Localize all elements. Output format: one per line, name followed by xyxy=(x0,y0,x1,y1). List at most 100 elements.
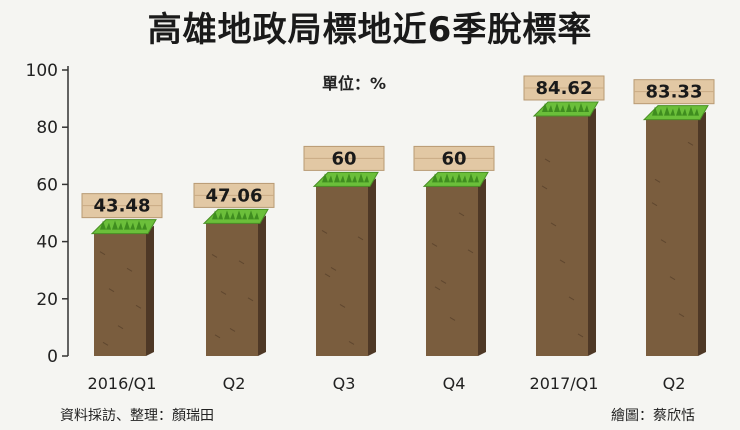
category-label: Q3 xyxy=(333,374,356,393)
y-tick-label: 40 xyxy=(36,233,58,253)
bar-texture xyxy=(550,222,557,227)
value-label: 43.48 xyxy=(94,196,151,217)
category-label: Q2 xyxy=(663,374,686,393)
grass-tuft xyxy=(224,210,235,220)
grass-tuft xyxy=(236,210,247,220)
bar-texture xyxy=(229,327,236,332)
grass-tuft xyxy=(346,173,357,183)
bar-texture xyxy=(440,279,447,284)
bar-texture xyxy=(467,249,474,254)
value-label: 84.62 xyxy=(536,78,593,99)
bar-grass-top xyxy=(422,171,489,187)
y-tick-label: 100 xyxy=(26,61,58,81)
bar-texture xyxy=(99,251,106,256)
bar-grass-top xyxy=(312,171,379,187)
bar-texture xyxy=(117,325,124,330)
bar xyxy=(646,117,698,356)
category-label: 2016/Q1 xyxy=(88,374,157,393)
grass-tuft xyxy=(432,173,443,183)
grass-tuft xyxy=(112,220,123,230)
bar-texture xyxy=(324,273,331,278)
grass-tuft xyxy=(358,173,369,183)
grass-tuft xyxy=(136,220,147,230)
bar-texture xyxy=(214,334,221,339)
grass-tuft xyxy=(456,173,467,183)
bar-side xyxy=(258,215,266,356)
category-label: Q4 xyxy=(443,374,466,393)
y-tick-label: 20 xyxy=(36,290,58,310)
bar-texture xyxy=(654,178,661,183)
grass-tuft xyxy=(100,220,111,230)
grass-tuft xyxy=(676,106,687,116)
bar xyxy=(536,113,588,356)
bar-texture xyxy=(458,212,465,217)
grass-tuft xyxy=(444,173,455,183)
bar-side xyxy=(588,107,596,356)
bar-texture xyxy=(541,185,548,190)
bar-texture xyxy=(357,236,364,241)
y-tick-label: 60 xyxy=(36,175,58,195)
value-label: 60 xyxy=(441,148,466,169)
bar-texture xyxy=(577,333,584,338)
bar xyxy=(316,184,368,356)
bar-texture xyxy=(247,297,254,302)
bar-texture xyxy=(544,158,551,163)
bar-texture xyxy=(348,340,355,345)
bar-texture xyxy=(339,303,346,308)
grass-tuft xyxy=(554,102,565,112)
grass-tuft xyxy=(334,173,345,183)
bar-grass-top xyxy=(642,105,709,121)
bar xyxy=(206,221,258,356)
grass-tuft xyxy=(322,173,333,183)
value-label: 83.33 xyxy=(646,82,703,103)
y-tick-label: 80 xyxy=(36,118,58,138)
bar-texture xyxy=(434,286,441,291)
grass-tuft xyxy=(248,210,259,220)
bar-grass-top xyxy=(90,219,157,235)
category-label: Q2 xyxy=(223,374,246,393)
bar-texture xyxy=(669,276,676,281)
bar-texture xyxy=(126,267,133,272)
bar-grass-top xyxy=(532,101,599,117)
bar-side xyxy=(698,111,706,356)
bar-grass-top xyxy=(202,208,269,224)
bar-texture xyxy=(660,239,667,244)
bar-texture xyxy=(449,316,456,321)
bar xyxy=(426,184,478,356)
bar-side xyxy=(146,225,154,356)
grass-tuft xyxy=(578,102,589,112)
grass-tuft xyxy=(468,173,479,183)
bar-side xyxy=(368,178,376,356)
bar-texture xyxy=(321,229,328,234)
bar-texture xyxy=(102,341,109,346)
grass-tuft xyxy=(212,210,223,220)
grass-tuft xyxy=(124,220,135,230)
unit-label: 單位：% xyxy=(322,74,387,93)
bar-texture xyxy=(687,141,694,146)
grass-tuft xyxy=(688,106,699,116)
bar-texture xyxy=(568,296,575,301)
grass-tuft xyxy=(664,106,675,116)
bar-texture xyxy=(220,290,227,295)
credit-note: 繪圖：蔡欣恬 xyxy=(611,408,695,424)
source-note: 資料採訪、整理：顏瑞田 xyxy=(60,408,214,424)
grass-tuft xyxy=(542,102,553,112)
bar-texture xyxy=(135,304,142,309)
chart-title: 高雄地政局標地近6季脫標率 xyxy=(147,10,593,50)
grass-tuft xyxy=(652,106,663,116)
grass-tuft xyxy=(566,102,577,112)
bar-texture xyxy=(330,266,337,271)
bar xyxy=(94,231,146,356)
category-label: 2017/Q1 xyxy=(530,374,599,393)
bar-texture xyxy=(211,253,218,258)
value-label: 47.06 xyxy=(206,185,263,206)
bar-texture xyxy=(678,313,685,318)
bar-side xyxy=(478,178,486,356)
bar-texture xyxy=(651,202,658,207)
bar-texture xyxy=(238,260,245,265)
bar-texture xyxy=(431,242,438,247)
value-label: 60 xyxy=(331,148,356,169)
bar-texture xyxy=(108,288,115,293)
